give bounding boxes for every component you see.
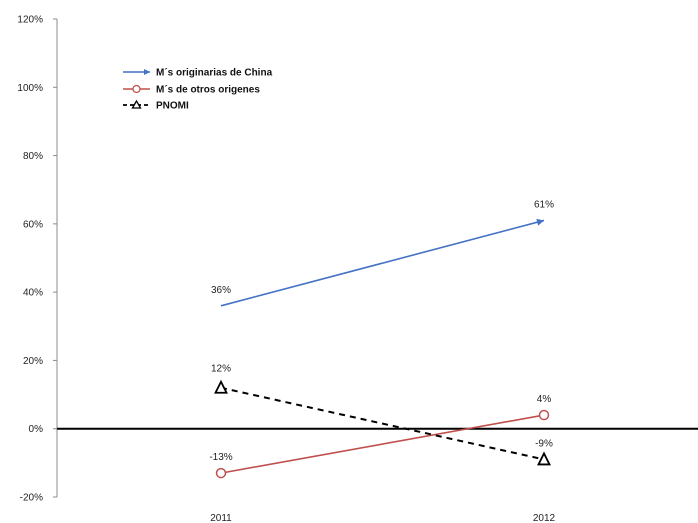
- x-tick-label: 2012: [533, 513, 556, 523]
- data-labels: 36% 61% -13% 4% 12% -9%: [209, 199, 554, 463]
- legend-marker: [144, 69, 150, 75]
- legend-item: M´s de otros origenes: [123, 85, 260, 96]
- legend-label: M´s originarias de China: [156, 68, 273, 79]
- series-2: [215, 409, 550, 479]
- legend-item: M´s originarias de China: [123, 68, 273, 79]
- legend: M´s originarias de China M´s de otros ori…: [123, 68, 273, 112]
- data-label: -9%: [535, 438, 553, 449]
- y-tick-label: 120%: [17, 15, 43, 26]
- series-line: [220, 386, 545, 461]
- series-line: [220, 219, 545, 307]
- data-label: 12%: [211, 364, 231, 375]
- axes: -20% 0% 20% 40% 60% 80% 100% 120% 2011 2012: [17, 15, 698, 523]
- y-tick-label: 100%: [17, 83, 43, 94]
- y-tick-label: 80%: [23, 151, 43, 162]
- data-label: 61%: [534, 199, 554, 210]
- data-point: [215, 467, 227, 479]
- data-label: -13%: [209, 452, 232, 463]
- legend-label: M´s de otros origenes: [156, 85, 260, 96]
- legend-marker: [131, 99, 142, 109]
- y-tick-label: 60%: [23, 219, 43, 230]
- data-point: [214, 379, 228, 394]
- data-point: [536, 218, 544, 226]
- data-label: 4%: [537, 394, 552, 405]
- data-point: [537, 451, 551, 466]
- data-label: 36%: [211, 285, 231, 296]
- series-line: [220, 414, 545, 474]
- series-3: [214, 379, 551, 466]
- y-tick-label: 20%: [23, 356, 43, 367]
- legend-marker: [132, 84, 141, 94]
- data-point: [538, 409, 550, 421]
- series-layer: [214, 218, 551, 479]
- y-tick-label: 40%: [23, 288, 43, 299]
- y-tick-label: 0%: [29, 424, 44, 435]
- y-tick-label: -20%: [20, 493, 43, 504]
- series-1: [220, 218, 545, 307]
- legend-item: PNOMI: [123, 99, 189, 112]
- x-tick-label: 2011: [210, 513, 232, 523]
- legend-label: PNOMI: [156, 101, 189, 112]
